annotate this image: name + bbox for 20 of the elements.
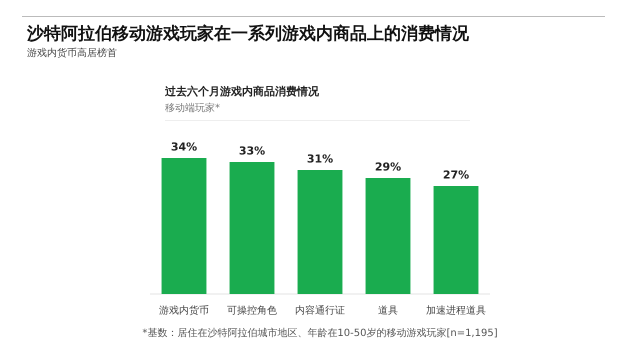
- x-tick-label: 道具: [378, 304, 398, 317]
- text: 移动端玩家*: [165, 102, 220, 115]
- chart-subtitle: 游戏内货币高居榜首: [27, 46, 117, 60]
- bar: [230, 162, 274, 294]
- data-label: 34%: [170, 140, 198, 154]
- data-label: 31%: [306, 152, 334, 166]
- x-tick-label: 加速进程道具: [426, 304, 486, 317]
- bar: [434, 186, 478, 294]
- bar: [298, 170, 342, 294]
- x-tick-label: 内容通行证: [295, 304, 345, 317]
- data-label: 29%: [374, 160, 402, 174]
- chart-title: 沙特阿拉伯移动游戏玩家在一系列游戏内商品上的消费情况: [27, 23, 469, 45]
- text: *基数：居住在沙特阿拉伯城市地区、年龄在10-50岁的移动游戏玩家[n=1,195]: [141, 326, 499, 340]
- bar: [366, 178, 410, 294]
- x-tick-label: 可操控角色: [227, 304, 277, 317]
- x-tick-label: 游戏内货币: [159, 304, 209, 317]
- text: 过去六个月游戏内商品消费情况: [165, 84, 319, 99]
- data-label: 27%: [442, 168, 470, 182]
- bar: [162, 158, 206, 294]
- data-label: 33%: [238, 144, 266, 158]
